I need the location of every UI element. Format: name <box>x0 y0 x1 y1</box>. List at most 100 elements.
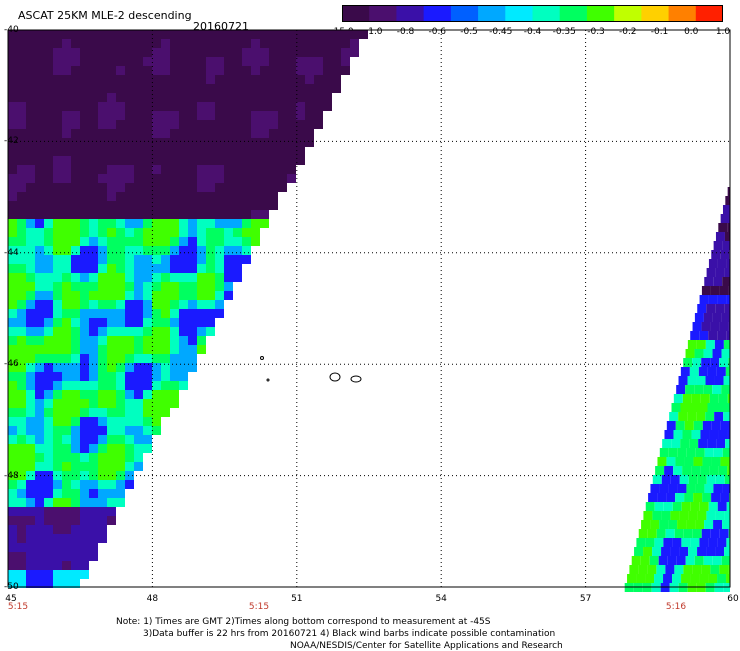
data-cell <box>98 480 107 489</box>
data-cell <box>143 210 152 219</box>
data-cell <box>35 48 44 57</box>
island-outline <box>351 376 361 382</box>
data-cell <box>62 372 71 381</box>
data-cell <box>17 102 26 111</box>
data-cell <box>702 493 711 502</box>
data-cell <box>8 273 17 282</box>
data-cell <box>44 30 53 39</box>
data-cell <box>26 408 35 417</box>
data-cell <box>98 408 107 417</box>
data-cell <box>224 264 233 273</box>
data-cell <box>107 255 116 264</box>
data-cell <box>98 399 107 408</box>
data-cell <box>161 255 170 264</box>
data-cell <box>62 183 71 192</box>
data-cell <box>161 399 170 408</box>
data-cell <box>35 57 44 66</box>
data-cell <box>89 183 98 192</box>
data-cell <box>71 408 80 417</box>
data-cell <box>26 273 35 282</box>
data-cell <box>143 219 152 228</box>
data-cell <box>26 201 35 210</box>
data-cell <box>134 246 143 255</box>
data-cell <box>53 318 62 327</box>
data-cell <box>296 129 305 138</box>
data-cell <box>125 300 134 309</box>
data-cell <box>62 327 71 336</box>
data-cell <box>724 511 730 520</box>
data-cell <box>332 39 341 48</box>
data-cell <box>179 237 188 246</box>
data-cell <box>134 138 143 147</box>
data-cell <box>287 84 296 93</box>
data-cell <box>71 354 80 363</box>
data-cell <box>71 309 80 318</box>
data-cell <box>89 246 98 255</box>
data-cell <box>251 192 260 201</box>
data-cell <box>206 102 215 111</box>
data-cell <box>98 237 107 246</box>
data-cell <box>713 484 722 493</box>
data-cell <box>269 120 278 129</box>
data-cell <box>682 466 691 475</box>
data-cell <box>170 210 179 219</box>
data-cell <box>80 570 89 579</box>
data-cell <box>8 543 17 552</box>
data-cell <box>188 84 197 93</box>
data-cell <box>152 120 161 129</box>
data-cell <box>44 282 53 291</box>
data-cell <box>718 295 727 304</box>
data-cell <box>107 246 116 255</box>
data-cell <box>89 147 98 156</box>
data-cell <box>62 453 71 462</box>
data-cell <box>251 102 260 111</box>
data-cell <box>161 210 170 219</box>
data-cell <box>260 138 269 147</box>
data-cell <box>664 466 673 475</box>
data-cell <box>251 174 260 183</box>
data-cell <box>188 345 197 354</box>
data-cell <box>233 30 242 39</box>
data-cell <box>161 147 170 156</box>
data-cell <box>143 147 152 156</box>
data-cell <box>242 246 251 255</box>
data-cell <box>107 120 116 129</box>
data-cell <box>179 327 188 336</box>
data-cell <box>260 66 269 75</box>
data-cell <box>686 520 695 529</box>
data-cell <box>197 201 206 210</box>
data-cell <box>107 30 116 39</box>
data-cell <box>116 156 125 165</box>
data-cell <box>116 318 125 327</box>
data-cell <box>35 552 44 561</box>
data-cell <box>17 93 26 102</box>
data-cell <box>197 75 206 84</box>
data-cell <box>161 174 170 183</box>
data-cell <box>657 457 666 466</box>
data-cell <box>350 39 359 48</box>
data-cell <box>35 174 44 183</box>
data-cell <box>152 39 161 48</box>
data-cell <box>53 480 62 489</box>
data-cell <box>71 570 80 579</box>
data-cell <box>26 264 35 273</box>
data-cell <box>233 84 242 93</box>
data-cell <box>107 426 116 435</box>
data-cell <box>143 246 152 255</box>
data-cell <box>116 174 125 183</box>
data-cell <box>314 93 323 102</box>
data-cell <box>17 426 26 435</box>
data-cell <box>653 475 662 484</box>
data-cell <box>80 102 89 111</box>
data-cell <box>170 399 179 408</box>
data-cell <box>161 201 170 210</box>
data-cell <box>242 30 251 39</box>
data-cell <box>260 147 269 156</box>
data-cell <box>648 529 657 538</box>
data-cell <box>98 327 107 336</box>
data-cell <box>704 277 713 286</box>
data-cell <box>35 75 44 84</box>
data-cell <box>170 363 179 372</box>
data-cell <box>717 331 726 340</box>
data-cell <box>161 183 170 192</box>
